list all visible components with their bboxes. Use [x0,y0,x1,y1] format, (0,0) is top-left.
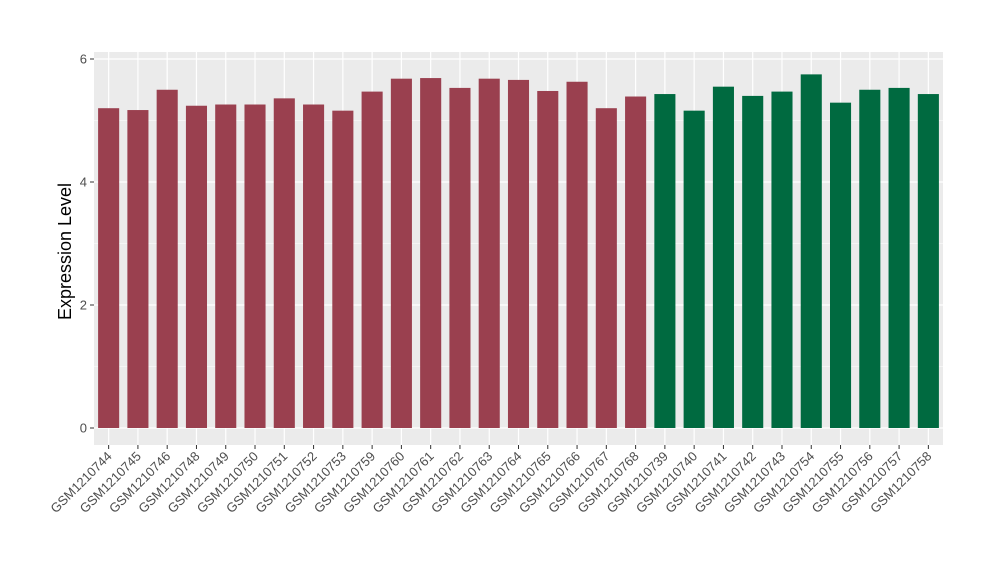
bar [215,104,237,428]
bar [859,89,881,428]
bar [156,89,178,428]
bar [595,108,617,428]
bar [361,91,383,428]
bar [742,95,764,429]
bar [888,87,910,428]
bar [800,74,822,428]
y-tick-label: 6 [80,52,87,67]
bar [537,90,559,428]
bar [683,110,705,428]
y-axis: 0 2 4 6 [80,52,94,436]
bar [185,105,208,429]
x-axis: GSM1210744GSM1210745GSM1210746GSM1210748… [47,445,934,516]
y-tick-label: 4 [80,175,87,190]
bar [332,110,354,428]
bar [829,102,852,428]
bar [712,86,734,429]
bar [98,108,120,428]
y-tick-label: 2 [80,298,87,313]
bar [654,94,676,429]
y-axis-title: Expression Level [55,183,75,320]
bar [507,79,530,428]
bars [98,74,939,429]
bar [625,96,647,428]
bar [273,98,295,429]
bar [478,78,500,429]
bar [449,87,471,428]
bar [917,94,939,429]
bar [303,104,325,428]
bar [390,78,412,429]
bar [566,81,588,428]
bar [771,91,793,428]
y-tick-label: 0 [80,421,87,436]
bar [420,78,442,428]
bar [127,110,149,429]
bar [244,104,266,428]
